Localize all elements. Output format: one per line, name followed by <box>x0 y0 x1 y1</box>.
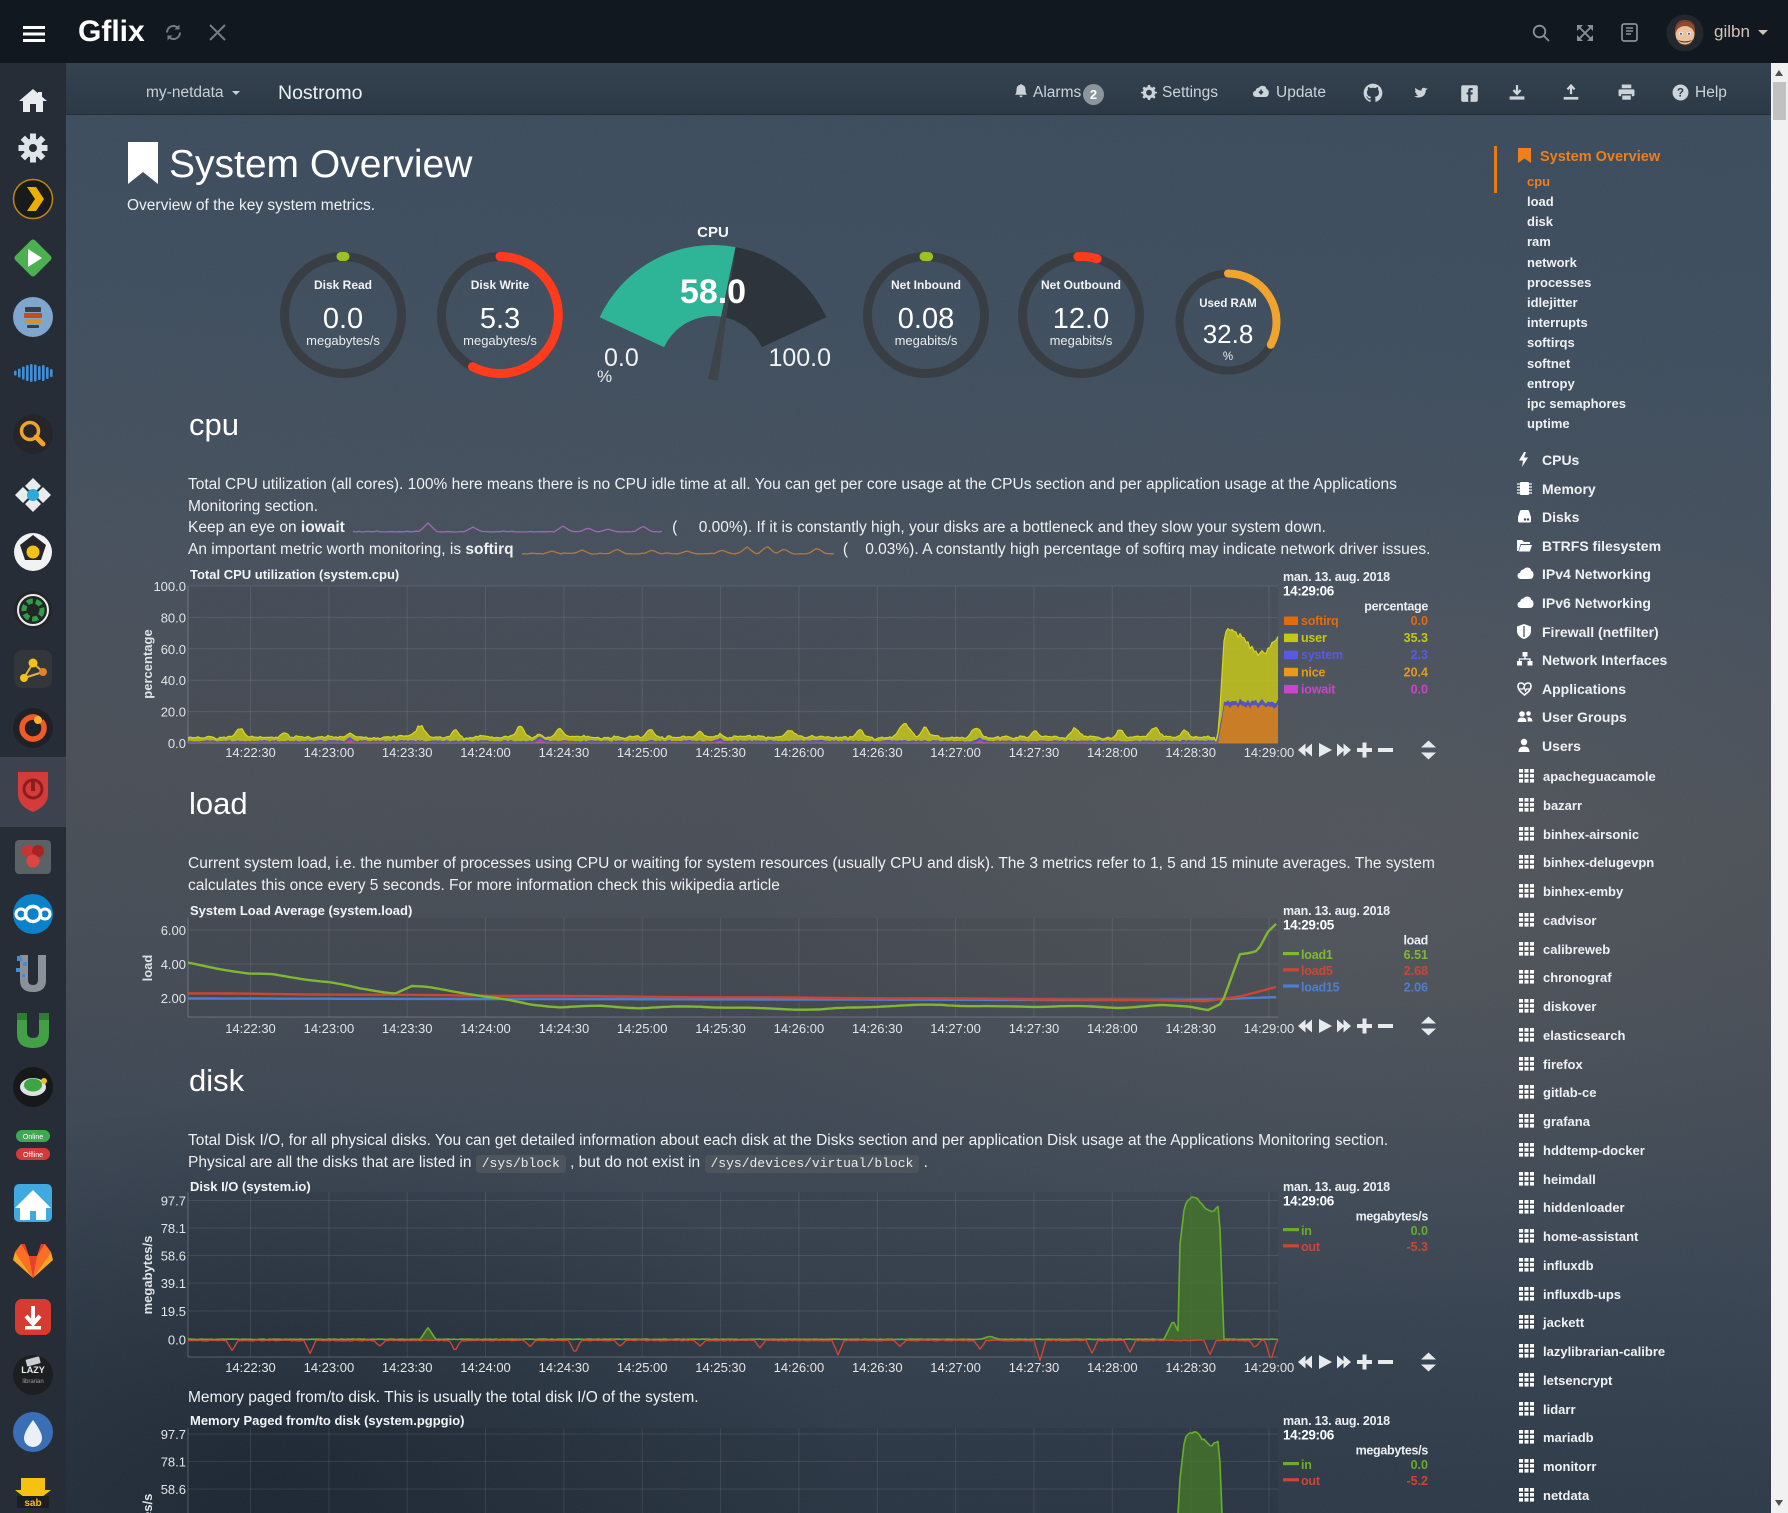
svg-text:LAZY: LAZY <box>21 1365 45 1375</box>
svg-text:Offline: Offline <box>23 1152 43 1159</box>
svg-text:librarian: librarian <box>22 1379 43 1385</box>
svg-text:Online: Online <box>23 1134 43 1141</box>
svg-text:sab: sab <box>24 1498 41 1509</box>
